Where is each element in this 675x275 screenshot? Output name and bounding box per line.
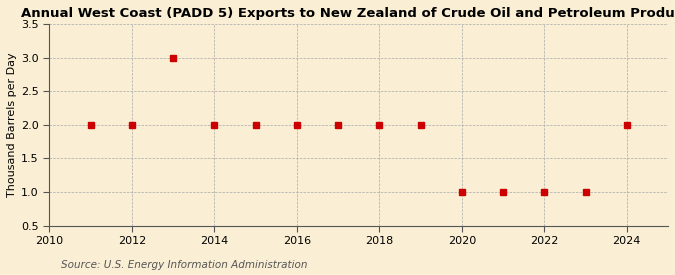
Title: Annual West Coast (PADD 5) Exports to New Zealand of Crude Oil and Petroleum Pro: Annual West Coast (PADD 5) Exports to Ne… [21, 7, 675, 20]
Text: Source: U.S. Energy Information Administration: Source: U.S. Energy Information Administ… [61, 260, 307, 270]
Y-axis label: Thousand Barrels per Day: Thousand Barrels per Day [7, 53, 17, 197]
